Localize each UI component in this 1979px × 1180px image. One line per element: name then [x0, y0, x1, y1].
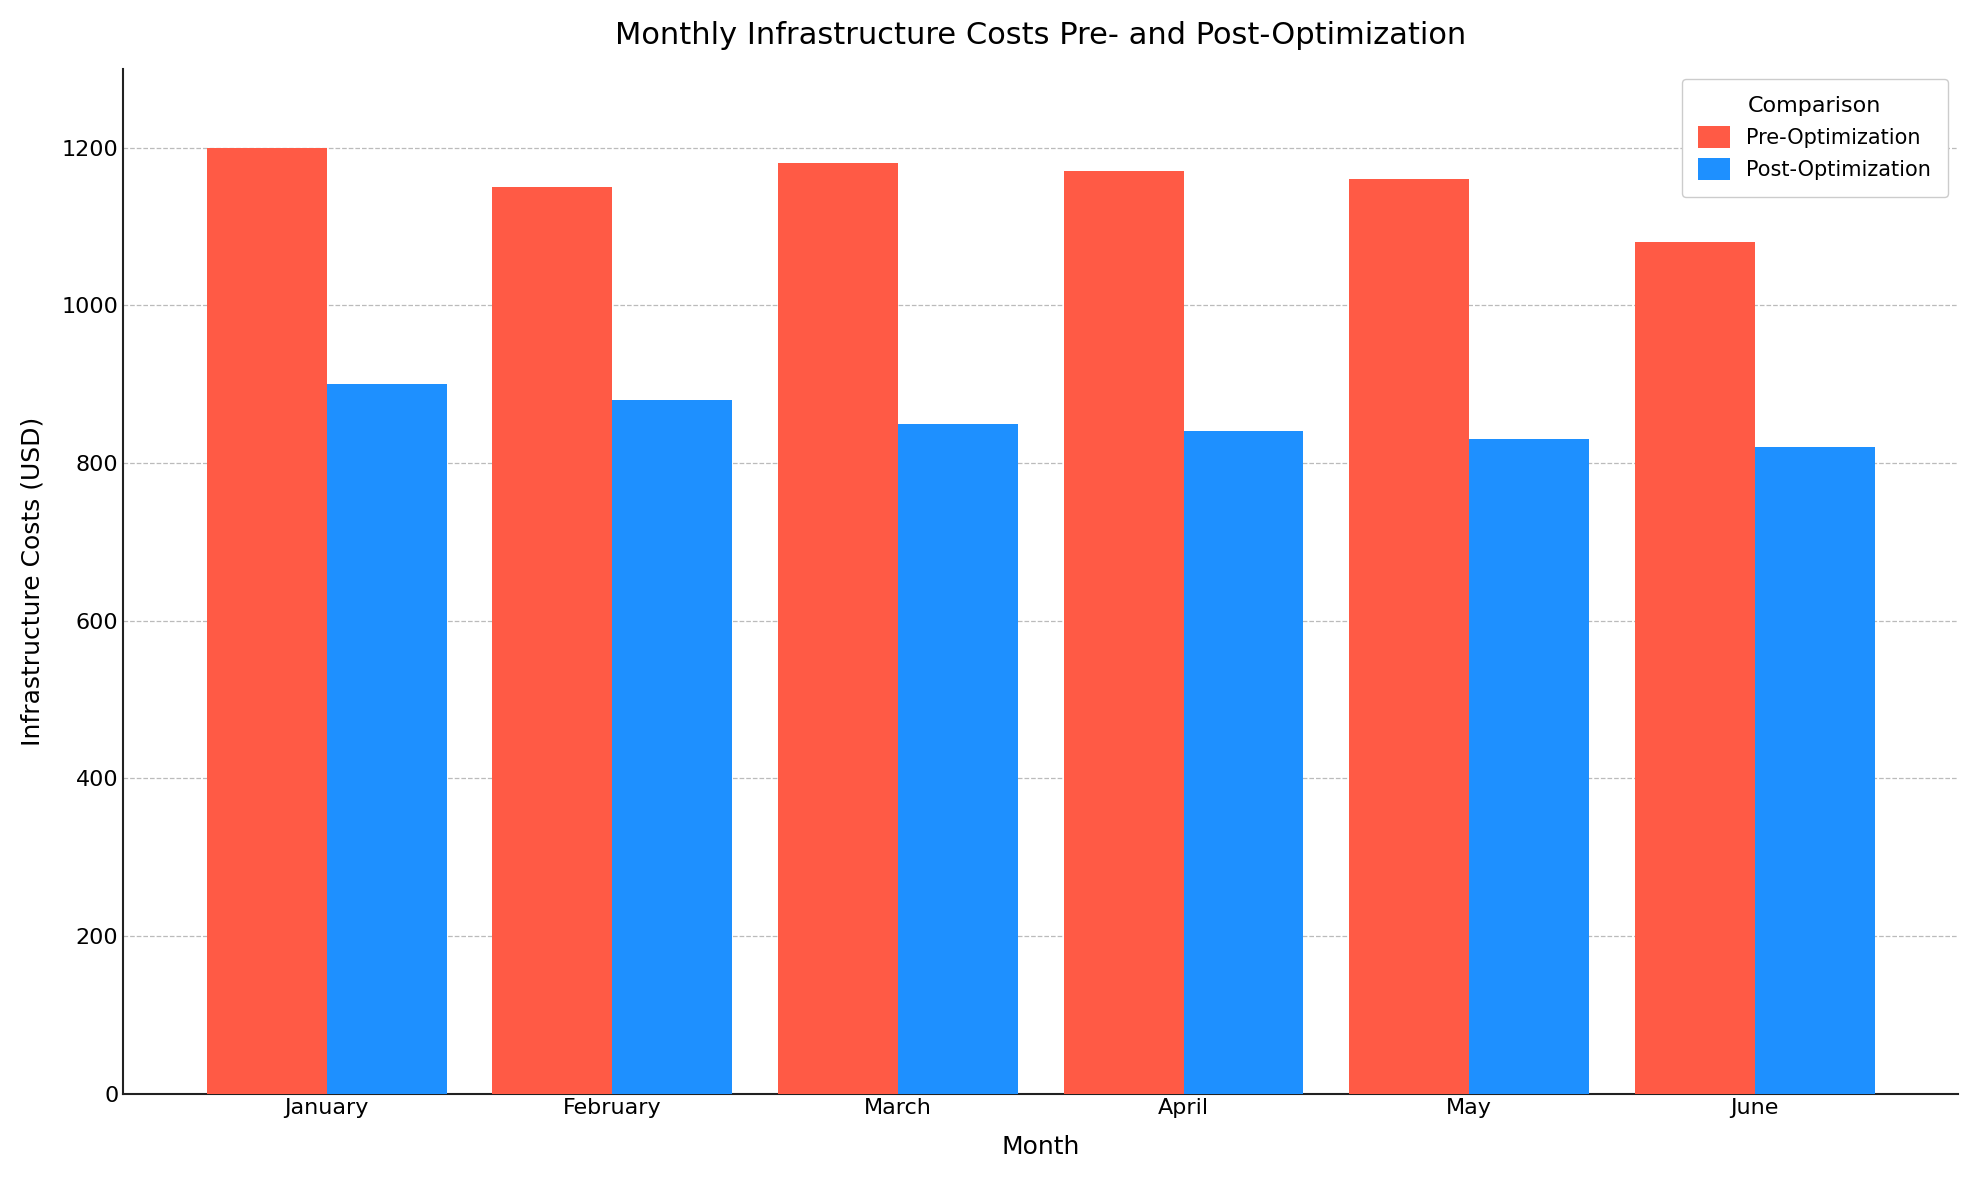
Bar [1063, 171, 1183, 1094]
Bar [493, 188, 612, 1094]
Bar [1635, 242, 1755, 1094]
Bar [898, 424, 1017, 1094]
Bar [1350, 179, 1468, 1094]
Bar [1755, 447, 1874, 1094]
Legend: Pre-Optimization, Post-Optimization: Pre-Optimization, Post-Optimization [1682, 79, 1947, 197]
Bar [1468, 439, 1589, 1094]
X-axis label: Month: Month [1001, 1135, 1081, 1159]
Bar [778, 164, 898, 1094]
Bar [1183, 432, 1304, 1094]
Bar [612, 400, 732, 1094]
Bar [327, 385, 447, 1094]
Title: Monthly Infrastructure Costs Pre- and Post-Optimization: Monthly Infrastructure Costs Pre- and Po… [615, 21, 1466, 50]
Bar [206, 148, 327, 1094]
Y-axis label: Infrastructure Costs (USD): Infrastructure Costs (USD) [22, 417, 46, 746]
